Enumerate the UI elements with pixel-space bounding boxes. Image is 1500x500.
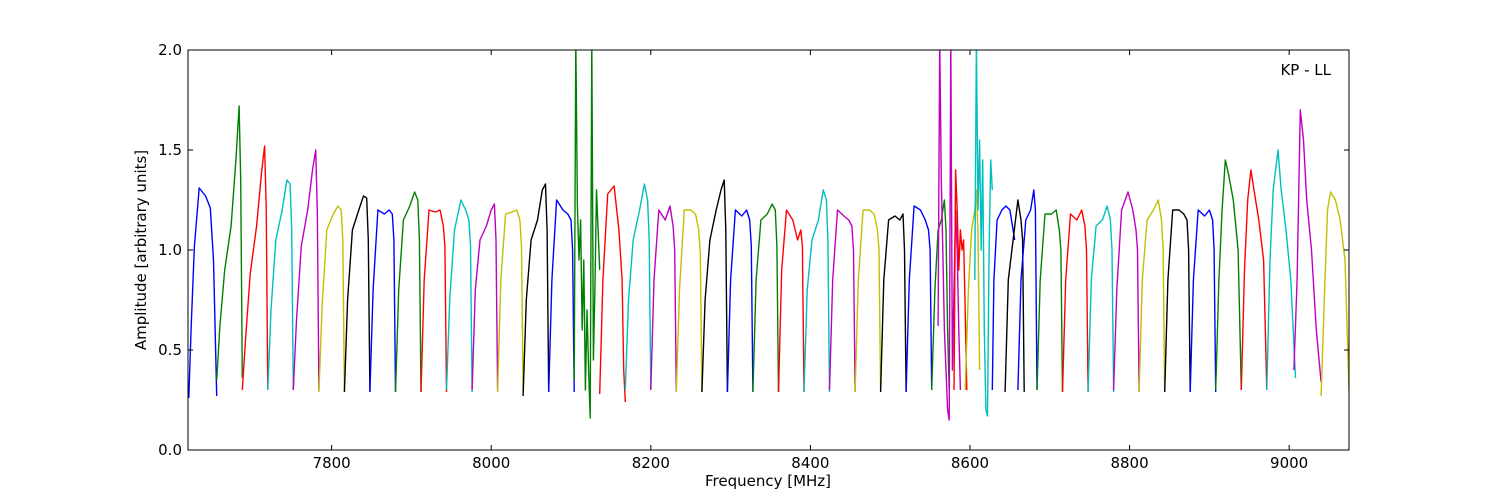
- series-line-35: [991, 205, 1016, 391]
- series-line-30: [931, 199, 950, 391]
- series-line-20: [675, 209, 703, 393]
- series-layer: [188, 50, 1349, 421]
- series-line-42: [1138, 199, 1166, 393]
- series-line-34: [974, 50, 993, 417]
- series-line-7: [343, 195, 371, 393]
- series-line-27: [854, 209, 882, 393]
- series-line-46: [1240, 169, 1268, 391]
- x-tick-label: 7800: [313, 454, 351, 472]
- series-line-15: [548, 199, 575, 393]
- corner-annotation: KP - LL: [1280, 61, 1331, 79]
- series-line-32: [953, 169, 968, 391]
- series-line-5: [292, 149, 320, 391]
- series-line-39: [1061, 209, 1089, 393]
- series-line-1: [188, 187, 218, 399]
- series-line-26: [828, 209, 856, 393]
- series-line-10: [420, 209, 448, 393]
- x-tick-label: 8600: [951, 454, 989, 472]
- x-tick-label: 9000: [1270, 454, 1308, 472]
- tick-layer: 7800 8000 8200 8400 8600 8800 9000 0.0 0.5 1.0 1.5…: [158, 41, 1349, 472]
- series-line-16: [573, 50, 601, 419]
- series-line-38: [1036, 209, 1064, 393]
- plot-frame: [187, 49, 1350, 451]
- x-tick-label: 8800: [1110, 454, 1148, 472]
- y-axis-label: Amplitude [arbitrary units]: [132, 150, 150, 350]
- y-tick-label: 0.0: [158, 441, 182, 459]
- series-line-49: [1320, 191, 1349, 397]
- series-line-36: [1004, 199, 1025, 393]
- series-line-8: [369, 209, 397, 393]
- x-tick-label: 8400: [791, 454, 829, 472]
- series-line-25: [803, 189, 831, 393]
- series-line-29: [905, 205, 933, 393]
- series-line-44: [1189, 209, 1217, 393]
- series-line-22: [726, 209, 754, 393]
- series-line-23: [752, 203, 780, 393]
- series-line-24: [777, 209, 805, 393]
- y-tick-label: 1.0: [158, 241, 182, 259]
- series-line-14: [522, 183, 550, 397]
- series-line-4: [267, 179, 294, 391]
- series-line-28: [879, 213, 907, 393]
- y-tick-label: 1.5: [158, 141, 182, 159]
- series-line-11: [445, 199, 473, 393]
- y-tick-label: 0.5: [158, 341, 182, 359]
- y-tick-label: 2.0: [158, 41, 182, 59]
- x-axis-label: Frequency [MHz]: [705, 472, 831, 490]
- plot-background: [188, 50, 1349, 450]
- series-line-45: [1215, 159, 1242, 391]
- series-line-18: [624, 183, 652, 391]
- series-line-19: [650, 205, 677, 393]
- series-line-9: [394, 191, 422, 393]
- series-line-21: [701, 179, 729, 393]
- series-line-47: [1266, 149, 1297, 391]
- series-line-37: [1017, 189, 1038, 391]
- series-line-2: [216, 105, 243, 381]
- series-line-3: [241, 145, 269, 391]
- series-line-41: [1112, 191, 1140, 393]
- series-line-17: [599, 185, 626, 403]
- series-line-6: [318, 205, 346, 393]
- series-line-12: [471, 203, 499, 391]
- series-line-48: [1293, 109, 1322, 383]
- series-line-40: [1087, 205, 1115, 393]
- x-tick-label: 8000: [472, 454, 510, 472]
- series-line-13: [496, 209, 524, 393]
- series-line-31: [937, 50, 962, 421]
- x-tick-label: 8200: [632, 454, 670, 472]
- series-line-43: [1164, 209, 1191, 393]
